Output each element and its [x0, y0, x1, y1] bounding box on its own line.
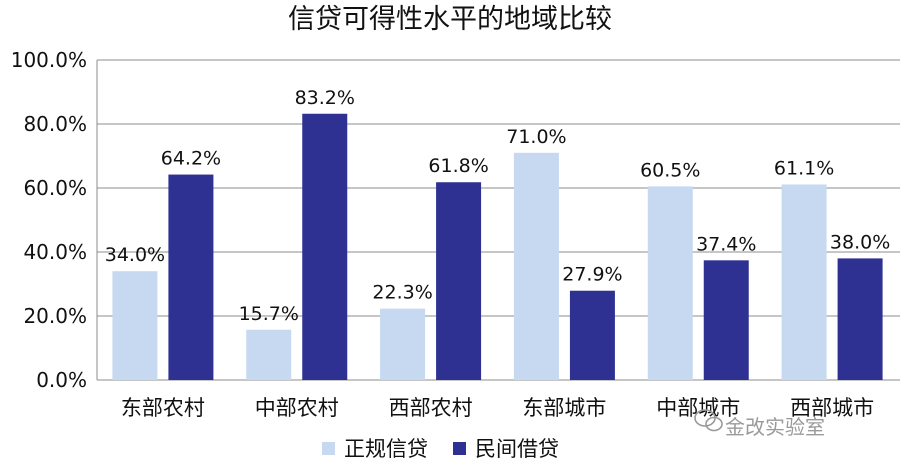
- bar-formal: [112, 271, 158, 380]
- bar-formal: [380, 308, 426, 380]
- y-axis-ticks: 0.0% 20.0% 40.0% 60.0% 80.0% 100.0%: [11, 48, 87, 392]
- y-tick-label: 60.0%: [23, 176, 87, 200]
- bar-informal: [569, 290, 615, 380]
- legend-swatch: [322, 442, 335, 455]
- data-label: 71.0%: [506, 126, 566, 148]
- data-labels: 34.0% 64.2% 15.7% 83.2% 22.3% 61.8% 71.0% 27.9%…: [105, 87, 891, 325]
- bar-formal: [246, 329, 292, 380]
- data-label: 64.2%: [161, 148, 221, 170]
- category-label: 东部农村: [121, 396, 205, 420]
- category-label: 东部城市: [522, 396, 606, 420]
- legend-swatch: [453, 442, 466, 455]
- gridlines: [96, 59, 900, 381]
- wechat-icon: [694, 409, 723, 432]
- y-tick-label: 20.0%: [23, 304, 87, 328]
- data-label: 60.5%: [640, 159, 700, 181]
- bar-formal: [781, 184, 827, 380]
- category-label: 西部农村: [389, 396, 473, 420]
- legend: 正规信贷 民间借贷: [322, 437, 559, 461]
- data-label: 38.0%: [830, 231, 890, 253]
- y-tick-label: 0.0%: [36, 368, 87, 392]
- watermark-text: 金改实验室: [725, 415, 825, 439]
- bars: [112, 113, 883, 380]
- bar-informal: [837, 258, 883, 380]
- y-tick-label: 100.0%: [11, 48, 87, 72]
- bar-informal: [436, 182, 482, 380]
- data-label: 22.3%: [372, 282, 432, 304]
- bar-informal: [302, 113, 348, 380]
- legend-label: 正规信贷: [344, 437, 428, 461]
- data-label: 27.9%: [562, 264, 622, 286]
- bar-formal: [513, 152, 559, 380]
- data-label: 61.8%: [428, 155, 488, 177]
- data-label: 34.0%: [105, 244, 165, 266]
- data-label: 37.4%: [696, 233, 756, 255]
- legend-label: 民间借贷: [475, 437, 559, 461]
- data-label: 15.7%: [239, 303, 299, 325]
- category-label: 中部城市: [656, 396, 740, 420]
- y-tick-label: 40.0%: [23, 240, 87, 264]
- data-label: 61.1%: [774, 157, 834, 179]
- y-tick-label: 80.0%: [23, 112, 87, 136]
- x-axis-categories: 东部农村 中部农村 西部农村 东部城市 中部城市 西部城市: [121, 396, 874, 420]
- bar-informal: [168, 174, 214, 380]
- watermark: 金改实验室: [694, 409, 825, 439]
- data-label: 83.2%: [295, 87, 355, 109]
- category-label: 中部农村: [255, 396, 339, 420]
- chart-title: 信贷可得性水平的地域比较: [288, 4, 612, 35]
- category-label: 西部城市: [790, 396, 874, 420]
- bar-informal: [703, 260, 749, 380]
- bar-formal: [647, 186, 693, 380]
